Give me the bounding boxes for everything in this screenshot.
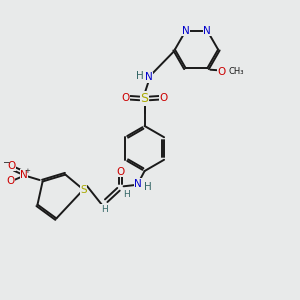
- Text: N: N: [20, 170, 28, 180]
- Text: S: S: [141, 92, 148, 105]
- Text: O: O: [218, 67, 226, 77]
- Text: N: N: [145, 72, 152, 82]
- Text: N: N: [134, 178, 142, 189]
- Text: O: O: [6, 176, 15, 187]
- Text: +: +: [25, 168, 31, 174]
- Text: O: O: [7, 161, 16, 171]
- Text: H: H: [136, 71, 144, 81]
- Text: CH₃: CH₃: [228, 67, 244, 76]
- Text: H: H: [144, 182, 152, 192]
- Text: N: N: [203, 26, 211, 36]
- Text: N: N: [182, 26, 190, 36]
- Text: O: O: [121, 93, 130, 103]
- Text: −: −: [2, 157, 9, 166]
- Text: H: H: [123, 190, 129, 199]
- Text: H: H: [101, 205, 107, 214]
- Text: O: O: [160, 93, 168, 103]
- Text: S: S: [80, 184, 87, 195]
- Text: O: O: [116, 167, 125, 177]
